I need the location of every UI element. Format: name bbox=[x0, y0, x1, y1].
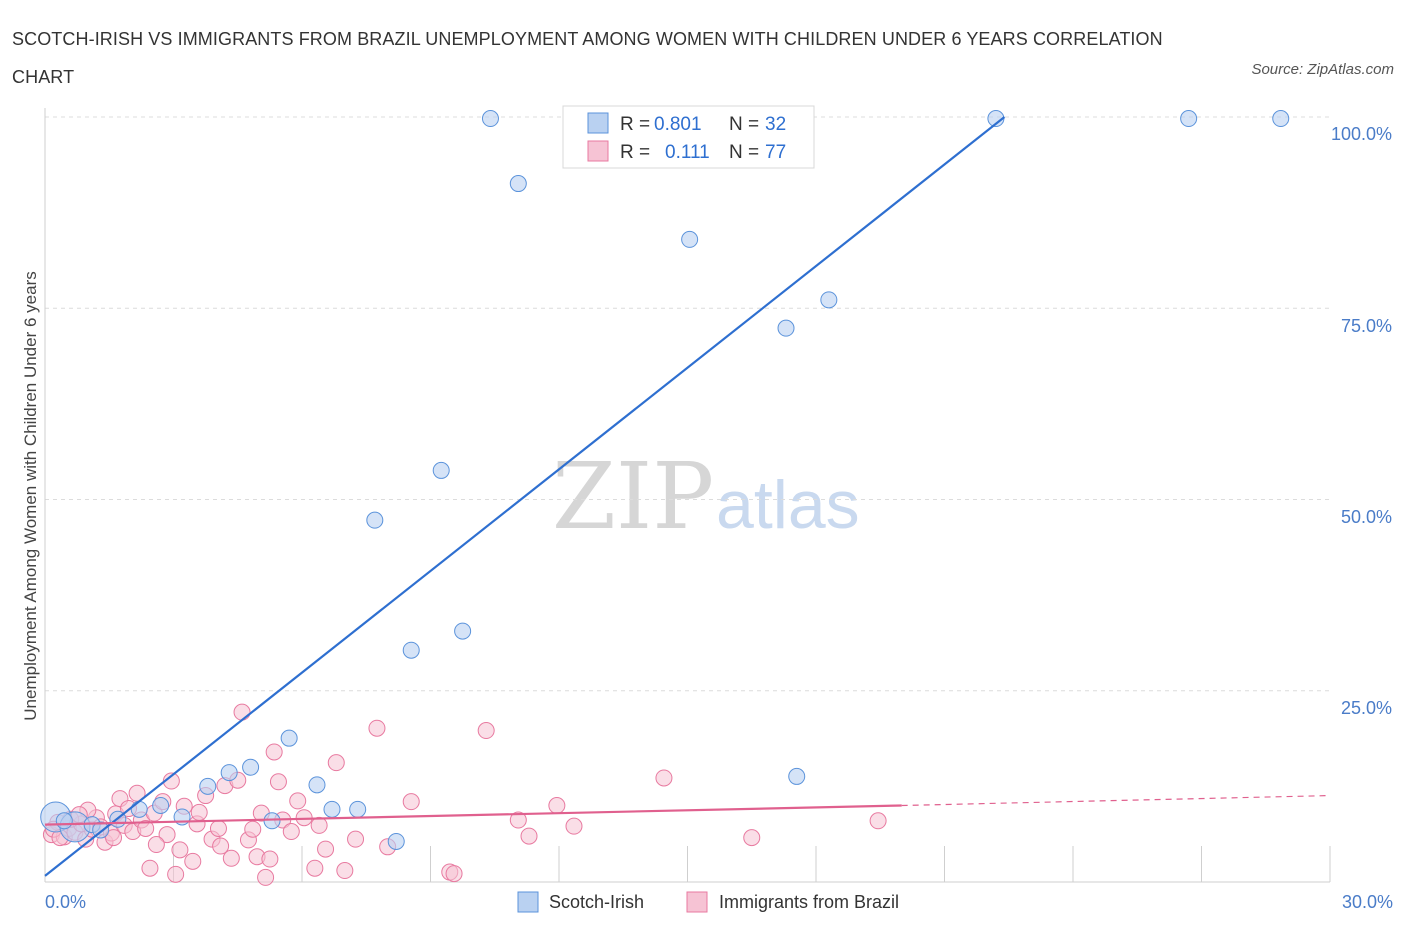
data-point-scotch-irish bbox=[220, 764, 238, 782]
y-tick-label-100: 100.0% bbox=[1331, 124, 1392, 144]
watermark-atlas: atlas bbox=[716, 467, 860, 543]
legend-n-label-1: N = bbox=[729, 114, 759, 135]
data-point-brazil bbox=[310, 816, 328, 834]
y-axis-title: Unemployment Among Women with Children U… bbox=[21, 271, 40, 720]
data-point-scotch-irish bbox=[349, 800, 367, 818]
data-point-scotch-irish bbox=[55, 812, 73, 830]
data-point-scotch-irish bbox=[366, 511, 384, 529]
data-point-scotch-irish bbox=[454, 622, 472, 640]
data-point-brazil bbox=[269, 773, 287, 791]
data-point-brazil bbox=[257, 868, 275, 886]
data-point-scotch-irish bbox=[1272, 110, 1290, 128]
data-point-scotch-irish bbox=[820, 291, 838, 309]
data-point-scotch-irish bbox=[152, 797, 170, 814]
y-tick-label-25: 25.0% bbox=[1341, 698, 1392, 718]
data-point-brazil bbox=[147, 836, 165, 854]
chart-title: SCOTCH-IRISH VS IMMIGRANTS FROM BRAZIL U… bbox=[12, 29, 1163, 87]
data-point-brazil bbox=[141, 859, 159, 877]
bottom-legend: Scotch-Irish Immigrants from Brazil bbox=[517, 891, 899, 913]
data-point-brazil bbox=[655, 769, 673, 787]
legend-r-value-2: 0.111 bbox=[665, 142, 710, 163]
data-point-brazil bbox=[327, 754, 345, 772]
data-point-scotch-irish bbox=[387, 832, 405, 850]
x-tick-label-0: 0.0% bbox=[45, 892, 86, 912]
data-point-scotch-irish bbox=[681, 230, 699, 248]
bottom-legend-swatch-scotch-irish bbox=[517, 891, 539, 913]
source-label: Source: ZipAtlas.com bbox=[1251, 61, 1394, 78]
data-point-scotch-irish bbox=[481, 110, 499, 128]
data-point-scotch-irish bbox=[432, 461, 450, 479]
legend-swatch-brazil bbox=[587, 140, 609, 162]
data-point-brazil bbox=[158, 826, 176, 844]
data-point-brazil bbox=[222, 849, 240, 867]
data-point-scotch-irish bbox=[788, 767, 806, 785]
watermark-zip: ZIP bbox=[552, 443, 714, 550]
data-point-scotch-irish bbox=[199, 777, 217, 795]
gridlines bbox=[45, 116, 1330, 692]
x-tick-marks bbox=[44, 846, 1331, 882]
series-brazil-points bbox=[42, 703, 887, 886]
data-point-brazil bbox=[548, 797, 566, 814]
data-point-scotch-irish bbox=[777, 319, 795, 337]
data-point-brazil bbox=[137, 819, 155, 837]
data-point-brazil bbox=[869, 812, 887, 830]
trend-lines bbox=[44, 116, 1331, 877]
data-point-brazil bbox=[743, 829, 761, 847]
x-tick-label-30: 30.0% bbox=[1342, 892, 1393, 912]
data-point-scotch-irish bbox=[402, 641, 420, 659]
data-point-brazil bbox=[289, 792, 307, 810]
data-point-brazil bbox=[184, 852, 202, 870]
data-point-scotch-irish bbox=[1180, 110, 1198, 128]
data-point-brazil bbox=[509, 811, 527, 829]
trend-line-scotch-irish bbox=[44, 116, 1006, 877]
legend-r-value-1: 0.801 bbox=[654, 114, 702, 135]
data-point-brazil bbox=[336, 862, 354, 880]
data-point-brazil bbox=[212, 837, 230, 855]
legend-n-label-2: N = bbox=[729, 142, 759, 163]
data-point-brazil bbox=[233, 703, 251, 721]
legend-n-value-1: 32 bbox=[765, 114, 786, 135]
data-point-scotch-irish bbox=[263, 812, 281, 830]
data-point-brazil bbox=[261, 850, 279, 868]
data-point-scotch-irish bbox=[323, 800, 341, 818]
data-point-scotch-irish bbox=[308, 776, 326, 794]
trend-line-brazil-extension bbox=[901, 794, 1331, 807]
bottom-legend-swatch-brazil bbox=[686, 891, 708, 913]
data-point-brazil bbox=[445, 865, 463, 883]
legend-swatch-scotch-irish bbox=[587, 112, 609, 134]
data-point-brazil bbox=[347, 830, 365, 848]
bottom-legend-label-brazil: Immigrants from Brazil bbox=[719, 892, 899, 912]
data-point-brazil bbox=[368, 719, 386, 737]
data-point-brazil bbox=[171, 841, 189, 859]
data-point-scotch-irish bbox=[280, 729, 298, 747]
data-point-brazil bbox=[190, 803, 208, 821]
stats-legend: R = 0.801 N = 32 R = 0.111 N = 77 bbox=[562, 105, 815, 169]
legend-n-value-2: 77 bbox=[765, 142, 786, 163]
data-point-brazil bbox=[209, 819, 227, 837]
legend-r-label-1: R = bbox=[620, 114, 650, 135]
data-point-brazil bbox=[520, 827, 538, 845]
bottom-legend-label-scotch-irish: Scotch-Irish bbox=[549, 892, 644, 912]
data-point-brazil bbox=[402, 793, 420, 811]
data-point-brazil bbox=[306, 859, 324, 877]
trend-line-brazil bbox=[44, 804, 902, 826]
data-point-brazil bbox=[565, 817, 583, 835]
data-point-scotch-irish bbox=[130, 800, 148, 818]
data-point-brazil bbox=[265, 743, 283, 761]
data-point-brazil bbox=[477, 722, 495, 740]
data-point-brazil bbox=[282, 823, 300, 841]
data-point-scotch-irish bbox=[509, 175, 527, 193]
legend-r-label-2: R = bbox=[620, 142, 650, 163]
y-tick-label-50: 50.0% bbox=[1341, 507, 1392, 527]
data-point-scotch-irish bbox=[242, 758, 260, 776]
data-point-brazil bbox=[105, 829, 123, 847]
data-point-brazil bbox=[317, 840, 335, 858]
data-point-brazil bbox=[167, 865, 185, 883]
data-point-brazil bbox=[244, 820, 262, 838]
y-tick-label-75: 75.0% bbox=[1341, 316, 1392, 336]
